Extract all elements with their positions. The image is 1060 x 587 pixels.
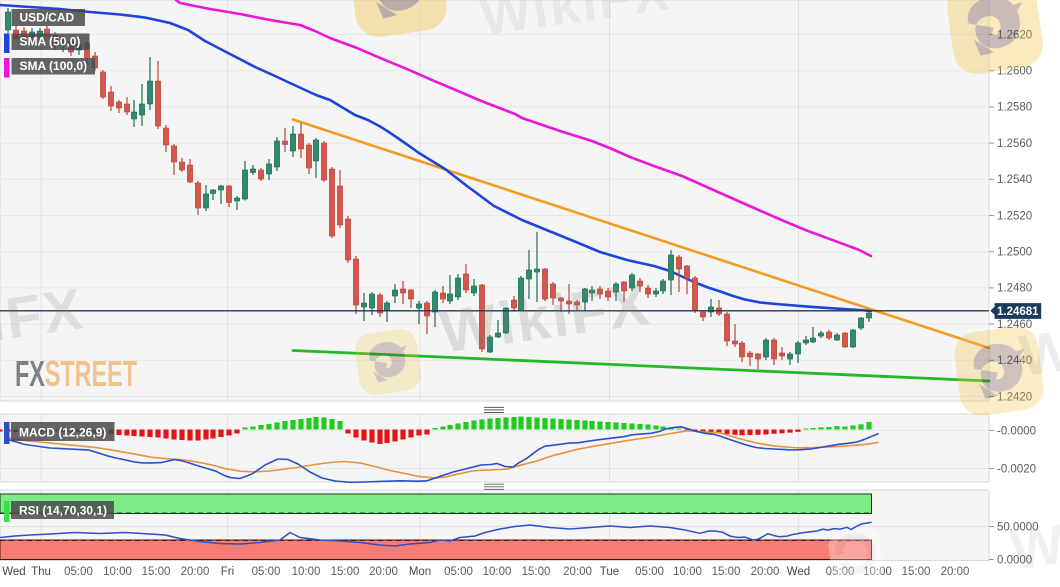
svg-text:RSI (14,70,30,1): RSI (14,70,30,1) [19, 504, 107, 518]
svg-text:15:00: 15:00 [522, 566, 551, 578]
svg-text:Wed: Wed [2, 566, 25, 578]
svg-text:Fri: Fri [221, 566, 234, 578]
svg-text:15:00: 15:00 [712, 566, 741, 578]
svg-text:Wed: Wed [787, 566, 810, 578]
svg-text:1.2600: 1.2600 [997, 66, 1032, 78]
svg-text:1.2580: 1.2580 [997, 102, 1032, 114]
svg-text:1.2500: 1.2500 [997, 247, 1032, 259]
svg-text:15:00: 15:00 [902, 566, 931, 578]
svg-text:20:00: 20:00 [563, 566, 592, 578]
svg-text:1.2420: 1.2420 [997, 391, 1032, 403]
svg-text:1.2540: 1.2540 [997, 174, 1032, 186]
svg-text:10:00: 10:00 [103, 566, 132, 578]
svg-text:Tue: Tue [600, 566, 619, 578]
svg-text:0.0000: 0.0000 [997, 554, 1032, 566]
svg-text:10:00: 10:00 [673, 566, 702, 578]
svg-text:05:00: 05:00 [635, 566, 664, 578]
svg-text:20:00: 20:00 [369, 566, 398, 578]
svg-text:50.0000: 50.0000 [997, 521, 1039, 533]
svg-text:05:00: 05:00 [444, 566, 473, 578]
svg-text:1.2620: 1.2620 [997, 29, 1032, 41]
svg-text:USD/CAD: USD/CAD [20, 11, 75, 25]
svg-text:10:00: 10:00 [863, 566, 892, 578]
svg-text:20:00: 20:00 [751, 566, 780, 578]
svg-text:1.2440: 1.2440 [997, 355, 1032, 367]
svg-text:05:00: 05:00 [64, 566, 93, 578]
svg-text:20:00: 20:00 [941, 566, 970, 578]
svg-text:10:00: 10:00 [483, 566, 512, 578]
svg-text:-0.0020: -0.0020 [997, 463, 1036, 475]
svg-text:10:00: 10:00 [292, 566, 321, 578]
svg-text:-0.0000: -0.0000 [997, 425, 1036, 437]
svg-text:20:00: 20:00 [181, 566, 210, 578]
svg-text:1.2480: 1.2480 [997, 283, 1032, 295]
svg-text:Mon: Mon [409, 566, 431, 578]
svg-text:FXSTREET: FXSTREET [15, 354, 137, 394]
svg-text:1.2520: 1.2520 [997, 210, 1032, 222]
svg-text:MACD (12,26,9): MACD (12,26,9) [19, 426, 106, 440]
svg-text:Thu: Thu [31, 566, 51, 578]
svg-text:15:00: 15:00 [142, 566, 171, 578]
svg-text:1.24681: 1.24681 [997, 306, 1039, 318]
svg-text:1.2460: 1.2460 [997, 319, 1032, 331]
svg-text:SMA (50,0): SMA (50,0) [20, 35, 81, 49]
svg-text:05:00: 05:00 [252, 566, 281, 578]
svg-text:05:00: 05:00 [826, 566, 855, 578]
svg-text:15:00: 15:00 [331, 566, 360, 578]
svg-text:1.2560: 1.2560 [997, 138, 1032, 150]
svg-text:SMA (100,0): SMA (100,0) [20, 59, 88, 73]
